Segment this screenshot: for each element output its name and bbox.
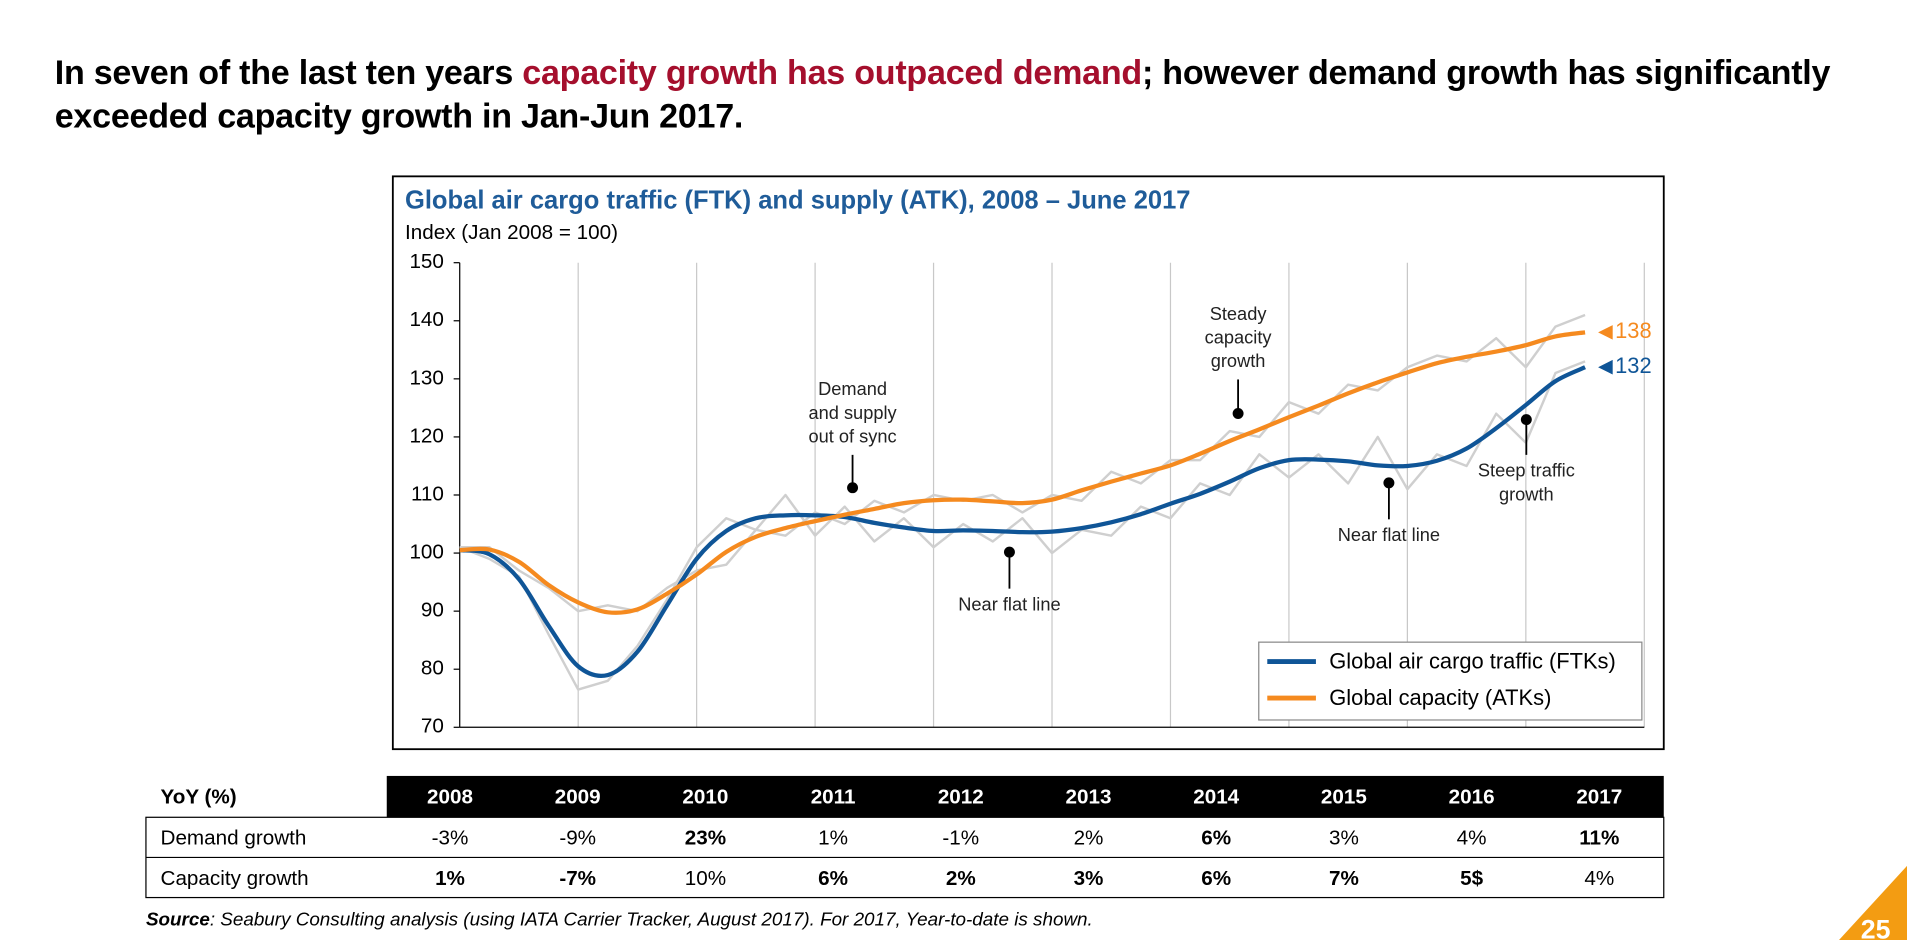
y-tick-label: 140 (409, 308, 443, 331)
annotation-dot (1520, 414, 1532, 426)
table-cell: -9% (559, 827, 596, 850)
table-header-bg (386, 775, 1664, 818)
table-cell: -7% (559, 867, 596, 890)
series-line (459, 330, 1586, 615)
table-cell: 3% (1329, 827, 1359, 850)
table-header-label: YoY (%) (161, 785, 237, 808)
chart-title: Global air cargo traffic (FTK) and suppl… (405, 187, 1191, 215)
table-cell: 6% (818, 867, 848, 890)
table-cell: -1% (942, 827, 979, 850)
table-cell: 11% (1579, 827, 1619, 850)
annotation-dot (1003, 546, 1015, 558)
annotation-dot (847, 482, 859, 494)
legend-box (1258, 641, 1643, 721)
table-cell: 6% (1201, 827, 1231, 850)
series-line (459, 365, 1586, 678)
row-label: Capacity growth (161, 867, 309, 890)
source-text: : Seabury Consulting analysis (using IAT… (210, 909, 1093, 930)
page-corner (1839, 865, 1907, 940)
chart-subtitle: Index (Jan 2008 = 100) (405, 221, 618, 244)
row-label: Demand growth (161, 827, 307, 850)
title-highlight: capacity growth has outpaced demand (522, 53, 1142, 92)
annotation-text: Near flat line (1338, 524, 1440, 545)
source-note: Source: Seabury Consulting analysis (usi… (146, 909, 1093, 930)
legend-label: Global capacity (ATKs) (1329, 685, 1551, 710)
legend-label: Global air cargo traffic (FTKs) (1329, 649, 1615, 674)
table-header: 2010 (682, 785, 728, 808)
table-cell: 3% (1074, 867, 1104, 890)
end-label: 138 (1615, 318, 1651, 343)
end-marker (1598, 325, 1613, 340)
table-cell: 2% (1074, 827, 1104, 850)
table-cell: 1% (435, 867, 465, 890)
end-label: 132 (1615, 353, 1651, 378)
y-tick-label: 110 (411, 482, 444, 505)
table-cell: -3% (432, 827, 469, 850)
y-tick-label: 70 (421, 715, 444, 738)
annotation-text: Steep traffic (1478, 460, 1575, 481)
annotation-text: growth (1211, 350, 1266, 371)
table-header: 2011 (811, 785, 856, 808)
table-header: 2008 (427, 785, 473, 808)
annotation-text: growth (1499, 483, 1554, 504)
table-header: 2009 (555, 785, 601, 808)
y-tick-label: 80 (421, 657, 444, 680)
title-text: ; however demand growth has significantl… (54, 53, 1831, 135)
slide-title: In seven of the last ten years capacity … (55, 51, 1843, 139)
table-cell: 23% (685, 827, 726, 850)
raw-line (459, 360, 1586, 691)
annotation-text: out of sync (808, 426, 896, 447)
table-cell: 4% (1457, 827, 1487, 850)
y-tick-label: 100 (409, 541, 443, 564)
table-cell: 4% (1584, 867, 1614, 890)
end-marker (1598, 359, 1613, 375)
page-number: 25 (1861, 915, 1891, 940)
annotation-dot (1232, 408, 1244, 419)
title-text: In seven of the last ten years (54, 53, 523, 92)
table-cell: 5$ (1460, 867, 1483, 890)
table-cell: 2% (946, 867, 976, 890)
y-tick-label: 90 (421, 599, 444, 622)
table-header: 2012 (938, 785, 984, 808)
annotation-text: and supply (808, 402, 897, 423)
annotation-text: Near flat line (958, 593, 1060, 614)
table-header: 2013 (1066, 785, 1112, 808)
table-header: 2017 (1576, 785, 1622, 808)
y-tick-label: 150 (409, 250, 443, 273)
table-header: 2015 (1321, 785, 1367, 808)
annotation-dot (1383, 477, 1395, 489)
y-tick-label: 130 (409, 366, 443, 389)
table-header: 2016 (1449, 785, 1495, 808)
y-tick-label: 120 (409, 424, 443, 447)
table-cell: 10% (685, 867, 726, 890)
table-cell: 7% (1329, 867, 1359, 890)
annotation-text: capacity (1205, 327, 1273, 348)
annotation-text: Demand (818, 378, 887, 399)
annotation-text: Steady (1210, 303, 1268, 324)
table-cell: 1% (818, 827, 848, 850)
table-cell: 6% (1201, 867, 1231, 890)
table-header: 2014 (1193, 785, 1239, 808)
source-label: Source (146, 909, 210, 930)
